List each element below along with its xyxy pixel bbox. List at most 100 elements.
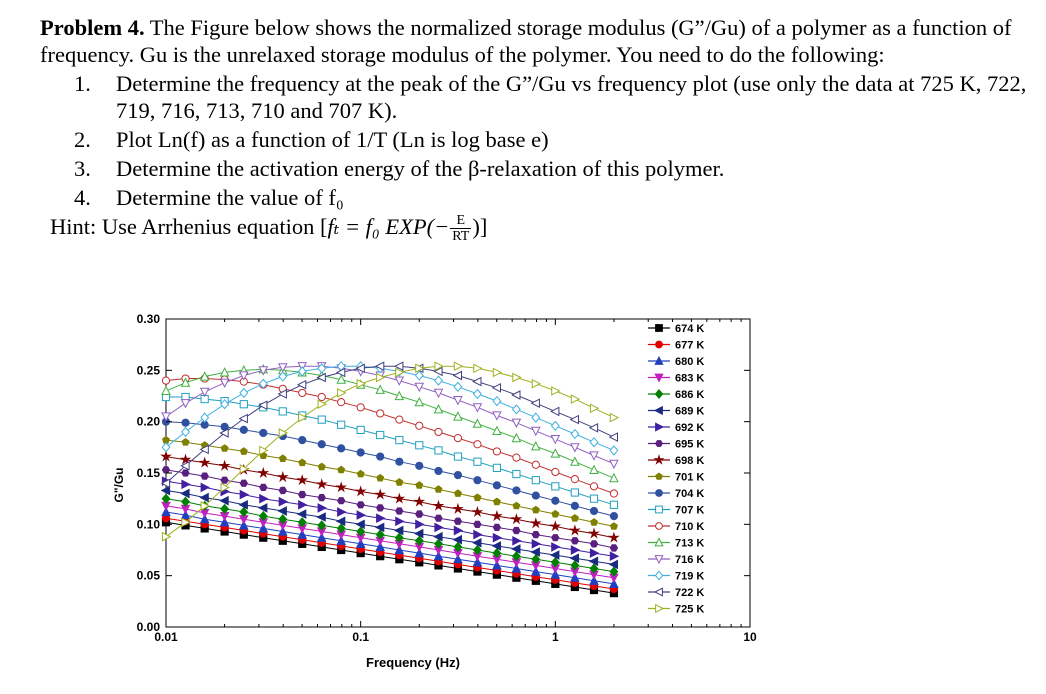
data-point (161, 376, 171, 385)
data-point (433, 366, 443, 377)
data-point (160, 450, 172, 462)
step-text: Determine the value of f₀ (116, 185, 344, 210)
legend-item: 719 K (648, 571, 704, 583)
data-point (376, 430, 385, 440)
data-point (551, 542, 561, 552)
series-719k (161, 361, 619, 456)
data-point (258, 366, 269, 376)
data-point (589, 506, 599, 516)
data-point (296, 474, 309, 486)
series-674k (161, 518, 619, 598)
problem-intro-text: The Figure below shows the normalized st… (40, 15, 1012, 67)
data-point (199, 513, 210, 524)
data-point (570, 501, 579, 510)
data-point (375, 384, 386, 394)
hint-fraction-numerator: E (450, 213, 472, 230)
data-point (453, 470, 463, 480)
data-point (452, 502, 464, 514)
series-line (165, 511, 614, 585)
data-point (570, 475, 579, 484)
hint-fraction-denominator: RT (452, 229, 470, 245)
data-point (530, 566, 541, 576)
data-point (238, 499, 248, 510)
data-point (257, 466, 270, 479)
data-point (608, 559, 618, 570)
data-point (655, 522, 663, 530)
data-point (589, 451, 599, 461)
data-point (394, 525, 404, 536)
data-point (200, 482, 210, 493)
data-point (511, 404, 521, 415)
data-point (609, 578, 619, 588)
legend-item: 677 K (648, 340, 704, 352)
data-point (453, 361, 464, 372)
data-point (453, 381, 463, 392)
data-point (511, 551, 521, 562)
legend-label: 686 K (675, 389, 704, 401)
data-point (589, 575, 599, 585)
data-point (472, 537, 482, 548)
hint-formula: fₜ = f₀ EXP(− (327, 214, 450, 239)
data-point (335, 516, 346, 527)
data-point (512, 453, 521, 462)
data-point (453, 433, 463, 443)
step-number: 3. (74, 156, 91, 181)
data-point (511, 563, 522, 573)
data-point (356, 510, 366, 520)
data-point (198, 456, 211, 468)
legend-item: 698 K (648, 454, 704, 467)
legend-item: 686 K (648, 389, 704, 401)
data-point (200, 412, 210, 423)
legend-item: 689 K (648, 406, 704, 418)
legend: 674 K 677 K 680 K 683 K 686 K 689 K 692 K 695 K… (648, 323, 704, 616)
data-point (492, 411, 502, 421)
data-point (219, 428, 229, 438)
data-point (609, 489, 619, 498)
legend-label: 713 K (675, 538, 704, 550)
y-axis-label: G"/Gu (112, 467, 126, 502)
data-point (376, 409, 385, 418)
data-point (472, 418, 483, 428)
data-point (395, 436, 404, 445)
step-number: 4. (74, 185, 91, 210)
data-point (511, 544, 521, 554)
data-point (433, 531, 443, 542)
y-tick-label: 0.15 (137, 466, 161, 480)
data-point (356, 403, 365, 412)
data-point (609, 566, 619, 577)
data-point (239, 489, 250, 500)
data-point (317, 494, 326, 502)
series-692k (161, 476, 620, 562)
legend-label: 674 K (675, 323, 704, 335)
data-point (355, 363, 365, 374)
data-point (434, 375, 443, 386)
data-point (589, 563, 599, 574)
data-point (653, 454, 665, 465)
step-item: 4. Determine the value of f₀ (40, 184, 1030, 211)
data-point (374, 488, 386, 500)
data-point (531, 476, 540, 485)
data-point (570, 537, 580, 545)
data-point (278, 496, 289, 507)
data-point (551, 482, 560, 491)
data-point (317, 440, 326, 449)
data-point (181, 426, 190, 438)
data-point (655, 472, 663, 480)
data-point (453, 553, 463, 564)
data-point (161, 385, 171, 395)
data-point (434, 514, 443, 522)
data-point (550, 406, 560, 417)
hint-label: Hint: Use Arrhenius equation [ (50, 214, 328, 239)
data-point (258, 523, 269, 533)
legend-label: 716 K (675, 554, 704, 566)
legend-label: 692 K (675, 422, 704, 434)
data-point (395, 516, 405, 527)
data-point (180, 488, 190, 499)
data-point (298, 412, 308, 423)
data-point (609, 544, 619, 552)
data-point (276, 470, 289, 483)
legend-label: 704 K (675, 488, 704, 500)
data-point (395, 477, 404, 486)
data-point (529, 517, 542, 529)
problem-heading: Problem 4. (40, 15, 145, 40)
